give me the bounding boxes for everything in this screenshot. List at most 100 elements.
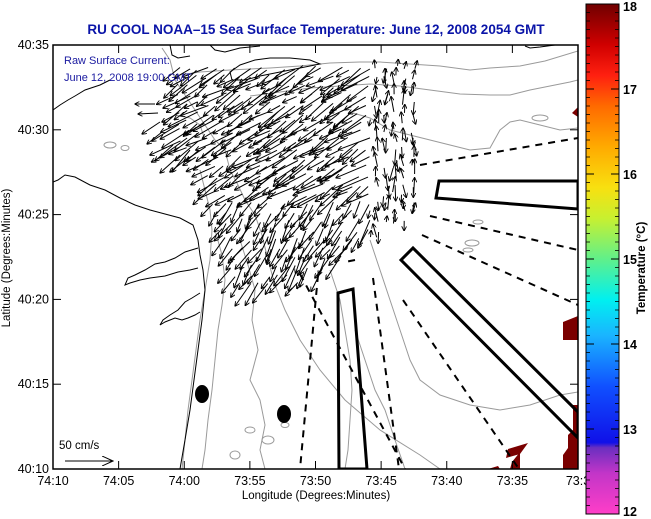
current-vector [249,111,268,119]
current-vector [191,175,208,185]
colorbar-tick-label: 18 [623,0,637,14]
current-vector [386,137,387,153]
contour-island [120,145,130,151]
contour-island [229,450,241,460]
current-vector [290,157,317,178]
current-vector [261,276,271,288]
current-vector [175,140,199,161]
current-vector [351,238,360,252]
current-vector [319,258,326,276]
current-vector [285,265,296,289]
current-vector [375,105,377,118]
buoy-marker [195,385,209,403]
contour-line [161,47,441,469]
contour-island [462,247,474,253]
coastline-north [53,79,111,111]
shipping-lane [299,274,319,469]
current-vector [298,76,314,84]
current-vector [285,282,299,297]
current-vector [227,101,244,112]
current-vector [240,202,252,217]
current-vector [413,70,415,80]
current-vector [254,222,261,236]
x-tick-label: 73:55 [234,474,265,488]
buoys [195,385,291,423]
current-vector [218,248,233,266]
current-vector [330,245,340,257]
x-tick-label: 73:45 [365,474,396,488]
current-vector [343,203,352,218]
x-axis: 74:10 74:05 74:00 73:55 73:50 73:45 73:40 73:35… [37,45,590,488]
current-vector [220,129,251,144]
current-vector [414,178,415,194]
current-vector [299,85,316,93]
current-vector [267,186,296,198]
current-vector [243,94,268,113]
current-vector [325,168,343,181]
shipping-lane [372,277,400,469]
current-vector [228,113,243,127]
current-vector [347,191,358,202]
current-vector [258,106,286,127]
current-vector [240,67,262,83]
current-vector [320,164,348,183]
current-vector [147,131,163,144]
current-vector [415,61,417,69]
x-tick-label: 73:3 [566,474,590,488]
current-vector [172,149,191,172]
current-vector [225,159,252,178]
current-vector [340,141,359,158]
current-vector [282,173,307,186]
current-vector [255,69,267,78]
contour-island [464,239,480,247]
coastline-island [229,57,322,81]
current-vector [384,91,389,104]
current-vector [256,157,286,174]
current-vector [256,101,271,114]
current-vector [261,69,286,89]
current-vector [268,120,287,138]
current-vector [315,256,331,279]
current-vector [214,203,227,217]
current-vector [265,274,278,294]
current-vector [338,121,362,136]
current-vector [227,164,244,172]
current-vector [240,218,252,243]
current-vector [263,85,278,94]
x-tick-label: 74:00 [169,474,200,488]
current-vector [193,183,217,205]
current-vector [237,227,250,244]
current-vector [402,128,403,141]
restricted-zone [434,179,578,211]
current-vector [303,245,314,262]
current-vector [301,85,322,103]
current-vector [395,149,396,166]
current-vector [307,159,325,169]
current-vector [209,228,223,243]
current-vector [250,186,269,200]
current-vector [341,75,370,90]
current-vector [392,72,395,86]
shipping-lane [421,234,578,306]
current-vector [337,176,369,190]
shipping-lane [344,259,356,263]
contour-line [201,229,226,469]
current-vector [371,230,372,238]
current-vector [315,193,331,202]
current-vector [287,194,298,205]
current-vector [293,183,324,196]
current-vector [327,112,340,123]
current-vector [300,267,308,287]
colorbar-tick-label: 13 [623,423,637,437]
y-tick-label: 40:30 [18,123,49,137]
current-vector [386,216,387,223]
current-vector [169,84,188,102]
current-vector [214,213,232,232]
contour-line [179,50,578,76]
current-vector [376,126,377,138]
current-vector [288,272,297,291]
current-vector [401,112,402,124]
current-vector [359,204,370,224]
current-vector [228,97,252,115]
current-vector [311,267,323,292]
